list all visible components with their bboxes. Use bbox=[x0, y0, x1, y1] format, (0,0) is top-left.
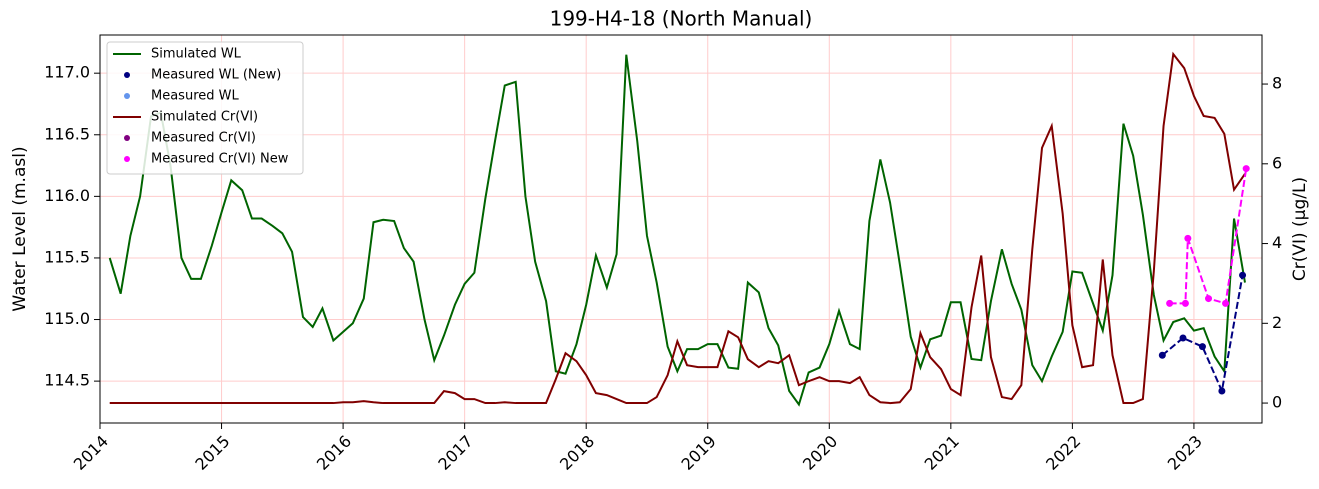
legend-swatch bbox=[124, 156, 130, 162]
y2-tick-label: 0 bbox=[1272, 393, 1282, 412]
legend: Simulated WL Measured WL (New) Measured WL… bbox=[106, 41, 304, 175]
data-point bbox=[1158, 351, 1166, 359]
series-line bbox=[109, 51, 1246, 405]
data-point bbox=[1179, 334, 1187, 342]
legend-swatch bbox=[124, 72, 130, 78]
x-tick-label: 2022 bbox=[1042, 432, 1084, 474]
legend-label: Simulated Cr(VI) bbox=[151, 110, 258, 125]
data-point bbox=[1239, 271, 1247, 279]
y2-tick-label: 8 bbox=[1272, 74, 1282, 93]
y-tick-label: 116.5 bbox=[44, 124, 90, 143]
x-tick-label: 2017 bbox=[434, 432, 476, 474]
data-point bbox=[1205, 295, 1213, 303]
y-tick-label: 115.0 bbox=[44, 309, 90, 328]
data-point bbox=[1166, 299, 1174, 307]
series-line bbox=[108, 54, 1246, 407]
y2-tick-label: 2 bbox=[1272, 313, 1282, 332]
data-point bbox=[1218, 387, 1226, 395]
legend-label: Measured WL bbox=[151, 89, 239, 104]
x-tick-label: 2016 bbox=[313, 432, 355, 474]
y-tick-label: 116.0 bbox=[44, 186, 90, 205]
x-tick-label: 2015 bbox=[191, 432, 233, 474]
y-tick-label: 115.5 bbox=[44, 247, 90, 266]
x-tick-label: 2020 bbox=[799, 432, 841, 474]
x-tick-label: 2019 bbox=[678, 432, 720, 474]
x-tick-label: 2023 bbox=[1164, 432, 1206, 474]
legend-label: Measured WL (New) bbox=[151, 68, 281, 83]
data-point bbox=[1181, 299, 1189, 307]
chart-title: 199-H4-18 (North Manual) bbox=[550, 7, 813, 31]
y2-axis-label: Cr(VI) (µg/L) bbox=[1290, 177, 1310, 281]
legend-swatch bbox=[124, 93, 130, 99]
plot-frame bbox=[99, 34, 1263, 424]
x-tick-label: 2018 bbox=[556, 432, 598, 474]
legend-label: Measured Cr(VI) New bbox=[151, 152, 289, 167]
x-tick-label: 2014 bbox=[70, 432, 112, 474]
legend-label: Simulated WL bbox=[151, 47, 242, 62]
data-point bbox=[1198, 343, 1206, 351]
data-point bbox=[1184, 234, 1192, 242]
legend-label: Measured Cr(VI) bbox=[151, 131, 256, 146]
data-point bbox=[1242, 165, 1250, 173]
y-tick-label: 114.5 bbox=[44, 371, 90, 390]
x-tick-label: 2021 bbox=[921, 432, 963, 474]
y2-tick-label: 6 bbox=[1272, 153, 1282, 172]
legend-box bbox=[106, 41, 304, 175]
y2-tick-label: 4 bbox=[1272, 233, 1282, 252]
data-point bbox=[1222, 299, 1230, 307]
y-axis-label: Water Level (m.asl) bbox=[10, 146, 30, 311]
y-tick-label: 117.0 bbox=[44, 63, 90, 82]
series-line bbox=[1161, 275, 1244, 395]
legend-swatch bbox=[124, 135, 130, 141]
